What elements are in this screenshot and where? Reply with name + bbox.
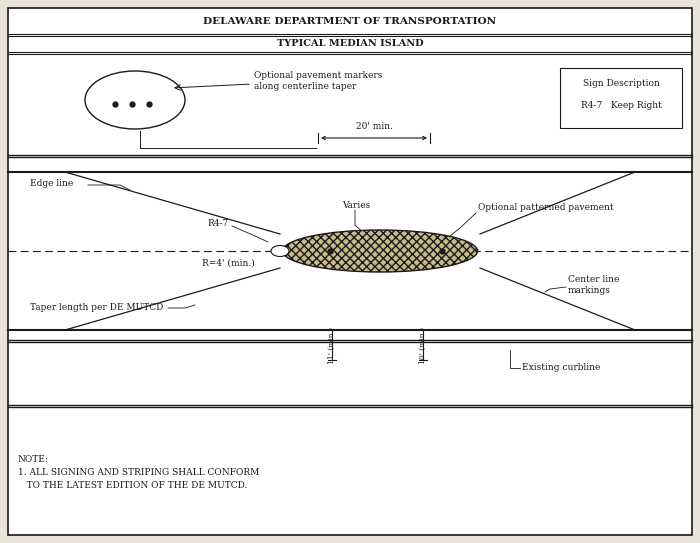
- Text: R4-7: R4-7: [207, 218, 228, 228]
- Text: 11' (min.): 11' (min.): [328, 326, 336, 363]
- Text: 20' min.: 20' min.: [356, 122, 393, 131]
- Text: R4-7: R4-7: [458, 249, 480, 258]
- Text: 10' (min.): 10' (min.): [419, 326, 427, 363]
- Text: R4-7   Keep Right: R4-7 Keep Right: [580, 102, 662, 110]
- Text: Optional pavement markers
along centerline taper: Optional pavement markers along centerli…: [254, 71, 382, 91]
- Text: Varies: Varies: [342, 200, 370, 210]
- Text: Existing curbline: Existing curbline: [522, 363, 601, 372]
- Ellipse shape: [85, 71, 185, 129]
- Text: Sign Description: Sign Description: [582, 79, 659, 89]
- Text: Taper length per DE MUTCD: Taper length per DE MUTCD: [30, 304, 163, 313]
- Text: Center line
markings: Center line markings: [568, 275, 620, 295]
- Text: Edge line: Edge line: [30, 179, 74, 187]
- Text: TYPICAL MEDIAN ISLAND: TYPICAL MEDIAN ISLAND: [276, 40, 424, 48]
- Text: R=4' (min.): R=4' (min.): [202, 258, 255, 268]
- Ellipse shape: [283, 230, 477, 272]
- Text: Optional patterned pavement: Optional patterned pavement: [478, 204, 614, 212]
- Bar: [560, 68, 682, 128]
- Ellipse shape: [271, 245, 289, 256]
- Text: DELAWARE DEPARTMENT OF TRANSPORTATION: DELAWARE DEPARTMENT OF TRANSPORTATION: [204, 17, 496, 27]
- Text: NOTE:
1. ALL SIGNING AND STRIPING SHALL CONFORM
   TO THE LATEST EDITION OF THE : NOTE: 1. ALL SIGNING AND STRIPING SHALL …: [18, 455, 260, 490]
